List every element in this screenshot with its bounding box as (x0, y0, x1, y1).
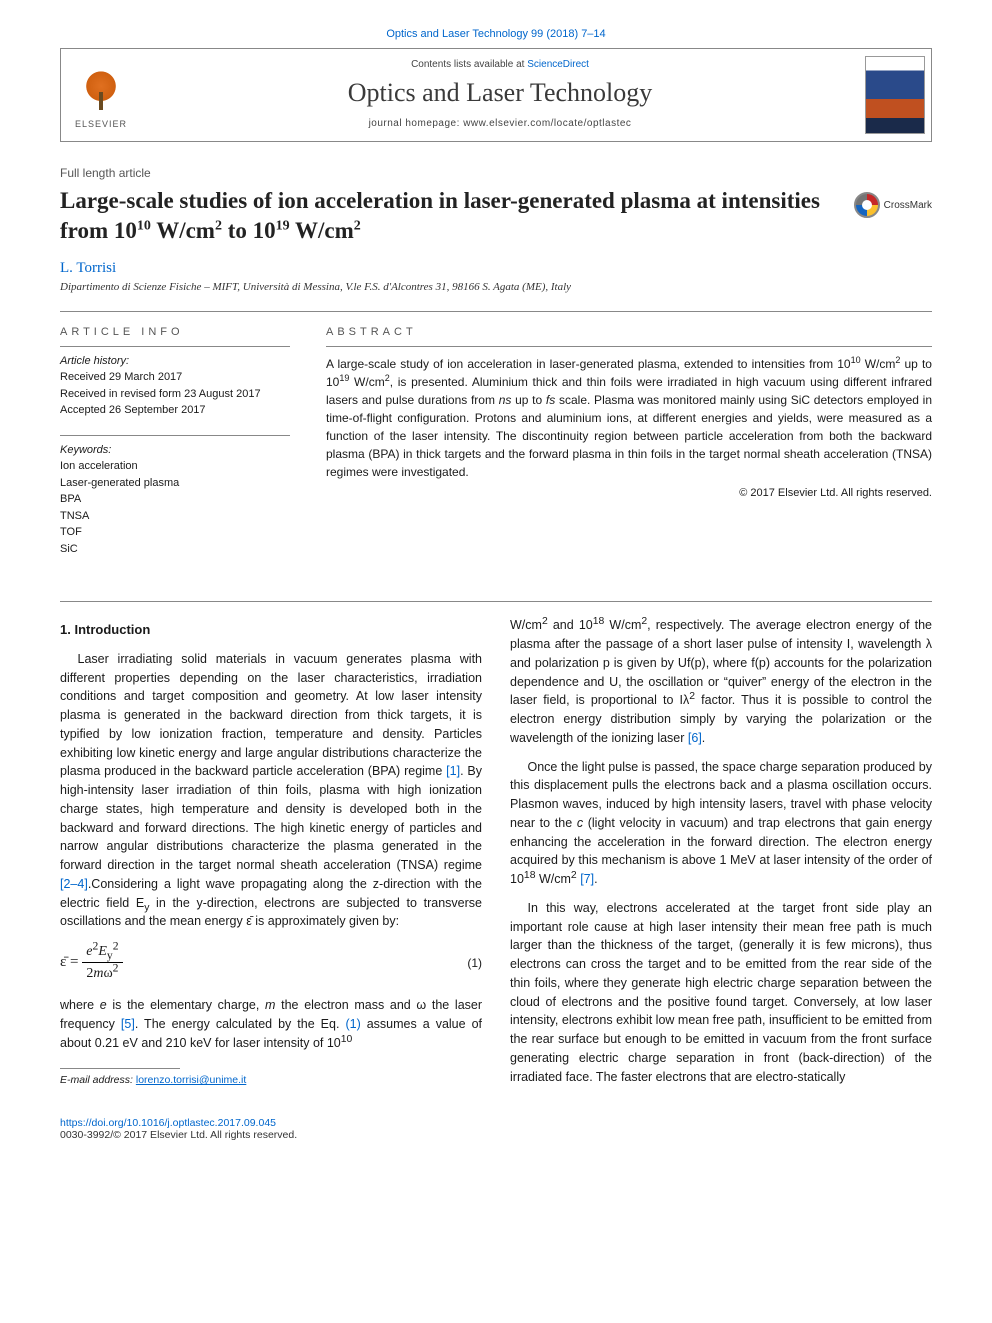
article-info-heading: ARTICLE INFO (60, 326, 290, 338)
keyword: Ion acceleration (60, 458, 290, 475)
section-heading: 1. Introduction (60, 620, 482, 640)
article-info-column: ARTICLE INFO Article history: Received 2… (60, 326, 290, 574)
history-label: Article history: (60, 353, 290, 370)
homepage-line: journal homepage: www.elsevier.com/locat… (149, 118, 851, 129)
keyword: SiC (60, 541, 290, 558)
homepage-label: journal homepage: (369, 118, 464, 129)
abstract-copyright: © 2017 Elsevier Ltd. All rights reserved… (326, 487, 932, 499)
body-paragraph: In this way, electrons accelerated at th… (510, 899, 932, 1087)
header-center: Contents lists available at ScienceDirec… (141, 49, 859, 141)
author-affiliation: Dipartimento di Scienze Fisiche – MIFT, … (60, 281, 932, 293)
abstract-heading: ABSTRACT (326, 326, 932, 338)
contents-line: Contents lists available at ScienceDirec… (149, 59, 851, 70)
history-line: Accepted 26 September 2017 (60, 402, 290, 419)
cover-thumbnail-icon (865, 56, 925, 134)
footnote-label: E-mail address: (60, 1074, 136, 1086)
keyword: Laser-generated plasma (60, 475, 290, 492)
journal-name: Optics and Laser Technology (149, 78, 851, 108)
homepage-url[interactable]: www.elsevier.com/locate/optlastec (463, 118, 631, 129)
publisher-name: ELSEVIER (75, 119, 127, 129)
doi-link[interactable]: https://doi.org/10.1016/j.optlastec.2017… (60, 1117, 276, 1129)
sciencedirect-link[interactable]: ScienceDirect (527, 59, 589, 70)
publisher-logo: ELSEVIER (61, 49, 141, 141)
article-body: 1. Introduction Laser irradiating solid … (60, 616, 932, 1092)
article-title: Large-scale studies of ion acceleration … (60, 186, 838, 246)
contents-prefix: Contents lists available at (411, 59, 527, 70)
issn-copyright: 0030-3992/© 2017 Elsevier Ltd. All right… (60, 1129, 297, 1141)
keyword: BPA (60, 491, 290, 508)
article-type: Full length article (60, 166, 932, 180)
keywords-label: Keywords: (60, 442, 290, 459)
crossmark-icon (854, 192, 880, 218)
keywords-block: Keywords: Ion acceleration Laser-generat… (60, 435, 290, 558)
body-paragraph: Once the light pulse is passed, the spac… (510, 758, 932, 889)
journal-cover (859, 49, 931, 141)
body-paragraph: where e is the elementary charge, m the … (60, 996, 482, 1052)
divider (60, 311, 932, 312)
corresponding-footnote: E-mail address: lorenzo.torrisi@unime.it (60, 1073, 482, 1089)
keyword: TOF (60, 524, 290, 541)
history-line: Received 29 March 2017 (60, 369, 290, 386)
article-history: Article history: Received 29 March 2017 … (60, 346, 290, 419)
equation: ε̄ = e2Ey22mω2 (60, 941, 123, 984)
crossmark-widget[interactable]: CrossMark (854, 192, 932, 218)
abstract-column: ABSTRACT A large-scale study of ion acce… (326, 326, 932, 574)
page-footer: https://doi.org/10.1016/j.optlastec.2017… (60, 1117, 932, 1141)
author-name: L. Torrisi (60, 260, 932, 277)
equation-number: (1) (467, 954, 482, 972)
journal-header: ELSEVIER Contents lists available at Sci… (60, 48, 932, 142)
body-paragraph: W/cm2 and 1018 W/cm2, respectively. The … (510, 616, 932, 747)
footnote-rule (60, 1068, 180, 1069)
elsevier-tree-icon (73, 61, 129, 117)
abstract-text: A large-scale study of ion acceleration … (326, 346, 932, 481)
crossmark-label: CrossMark (884, 200, 932, 211)
running-citation: Optics and Laser Technology 99 (2018) 7–… (60, 28, 932, 40)
divider (60, 601, 932, 602)
history-line: Received in revised form 23 August 2017 (60, 386, 290, 403)
equation-block: ε̄ = e2Ey22mω2 (1) (60, 941, 482, 984)
keyword: TNSA (60, 508, 290, 525)
body-paragraph: Laser irradiating solid materials in vac… (60, 650, 482, 931)
author-email-link[interactable]: lorenzo.torrisi@unime.it (136, 1074, 246, 1086)
